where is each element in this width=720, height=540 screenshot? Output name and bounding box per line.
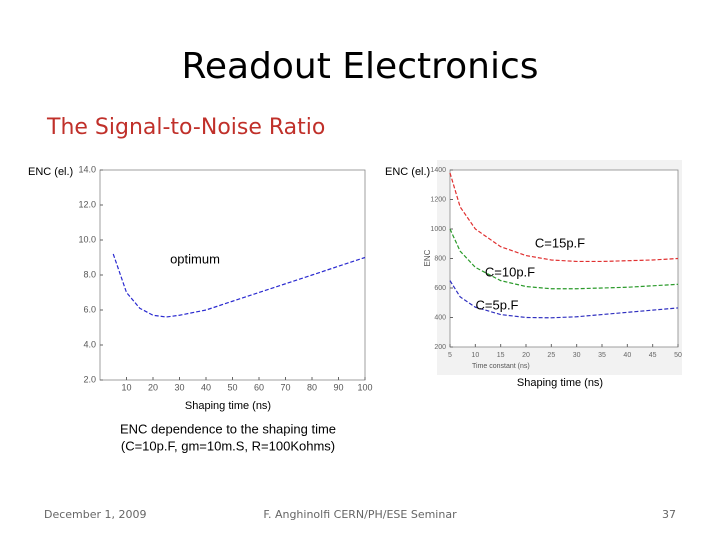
line xyxy=(112,253,366,318)
inner-x-label: Time constant (ns) xyxy=(472,363,530,370)
x-tick-label: 90 xyxy=(333,382,343,392)
series-label: C=10p.F xyxy=(485,264,535,279)
x-axis-label: Shaping time (ns) xyxy=(185,400,271,412)
x-tick-label: 100 xyxy=(357,382,372,392)
plot-area xyxy=(99,169,366,381)
footer-date: December 1, 2009 xyxy=(44,508,147,521)
y-tick-label: 1400 xyxy=(430,167,446,174)
caption-line: ENC dependence to the shaping time xyxy=(120,421,336,436)
y-tick-label: 600 xyxy=(434,285,446,292)
x-tick-label: 20 xyxy=(148,382,158,392)
slide-subtitle: The Signal-to-Noise Ratio xyxy=(46,115,325,140)
y-tick-label: 6.0 xyxy=(83,304,96,314)
x-tick-label: 40 xyxy=(201,382,211,392)
y-tick-label: 10.0 xyxy=(78,234,96,244)
x-tick-label: 30 xyxy=(174,382,184,392)
x-tick-label: 20 xyxy=(522,352,530,359)
y-tick-label: 1000 xyxy=(430,226,446,233)
y-tick-label: 2.0 xyxy=(83,374,96,384)
plot-area xyxy=(449,169,679,348)
y-tick-label: 12.0 xyxy=(78,199,96,209)
series-label: C=15p.F xyxy=(535,235,585,250)
inner-y-label: ENC xyxy=(423,249,432,266)
y-tick-label: 200 xyxy=(434,344,446,351)
x-tick-label: 15 xyxy=(497,352,505,359)
x-tick-label: 50 xyxy=(227,382,237,392)
x-axis-label: Shaping time (ns) xyxy=(517,377,603,389)
line xyxy=(449,280,679,319)
x-tick-label: 5 xyxy=(448,352,452,359)
x-tick-label: 45 xyxy=(649,352,657,359)
footer-page: 37 xyxy=(662,508,676,521)
slide-title: Readout Electronics xyxy=(181,46,538,87)
y-tick-label: 400 xyxy=(434,314,446,321)
x-tick-label: 10 xyxy=(121,382,131,392)
footer-author: F. Anghinolfi CERN/PH/ESE Seminar xyxy=(263,508,457,521)
x-tick-label: 10 xyxy=(471,352,479,359)
y-tick-label: 1200 xyxy=(430,196,446,203)
x-tick-label: 60 xyxy=(254,382,264,392)
series-label: C=5p.F xyxy=(476,297,519,312)
x-tick-label: 30 xyxy=(573,352,581,359)
y-tick-label: 8.0 xyxy=(83,269,96,279)
y-tick-label: 4.0 xyxy=(83,339,96,349)
annotation: optimum xyxy=(170,251,220,266)
x-tick-label: 50 xyxy=(674,352,682,359)
line xyxy=(449,228,679,290)
y-axis-label: ENC (el.) xyxy=(28,166,73,178)
x-tick-label: 80 xyxy=(307,382,317,392)
line xyxy=(449,172,679,263)
x-tick-label: 35 xyxy=(598,352,606,359)
x-tick-label: 70 xyxy=(280,382,290,392)
y-tick-label: 800 xyxy=(434,255,446,262)
y-axis-label: ENC (el.) xyxy=(385,166,430,178)
y-tick-label: 14.0 xyxy=(78,164,96,174)
x-tick-label: 25 xyxy=(547,352,555,359)
caption-line: (C=10p.F, gm=10m.S, R=100Kohms) xyxy=(121,438,335,453)
x-tick-label: 40 xyxy=(623,352,631,359)
